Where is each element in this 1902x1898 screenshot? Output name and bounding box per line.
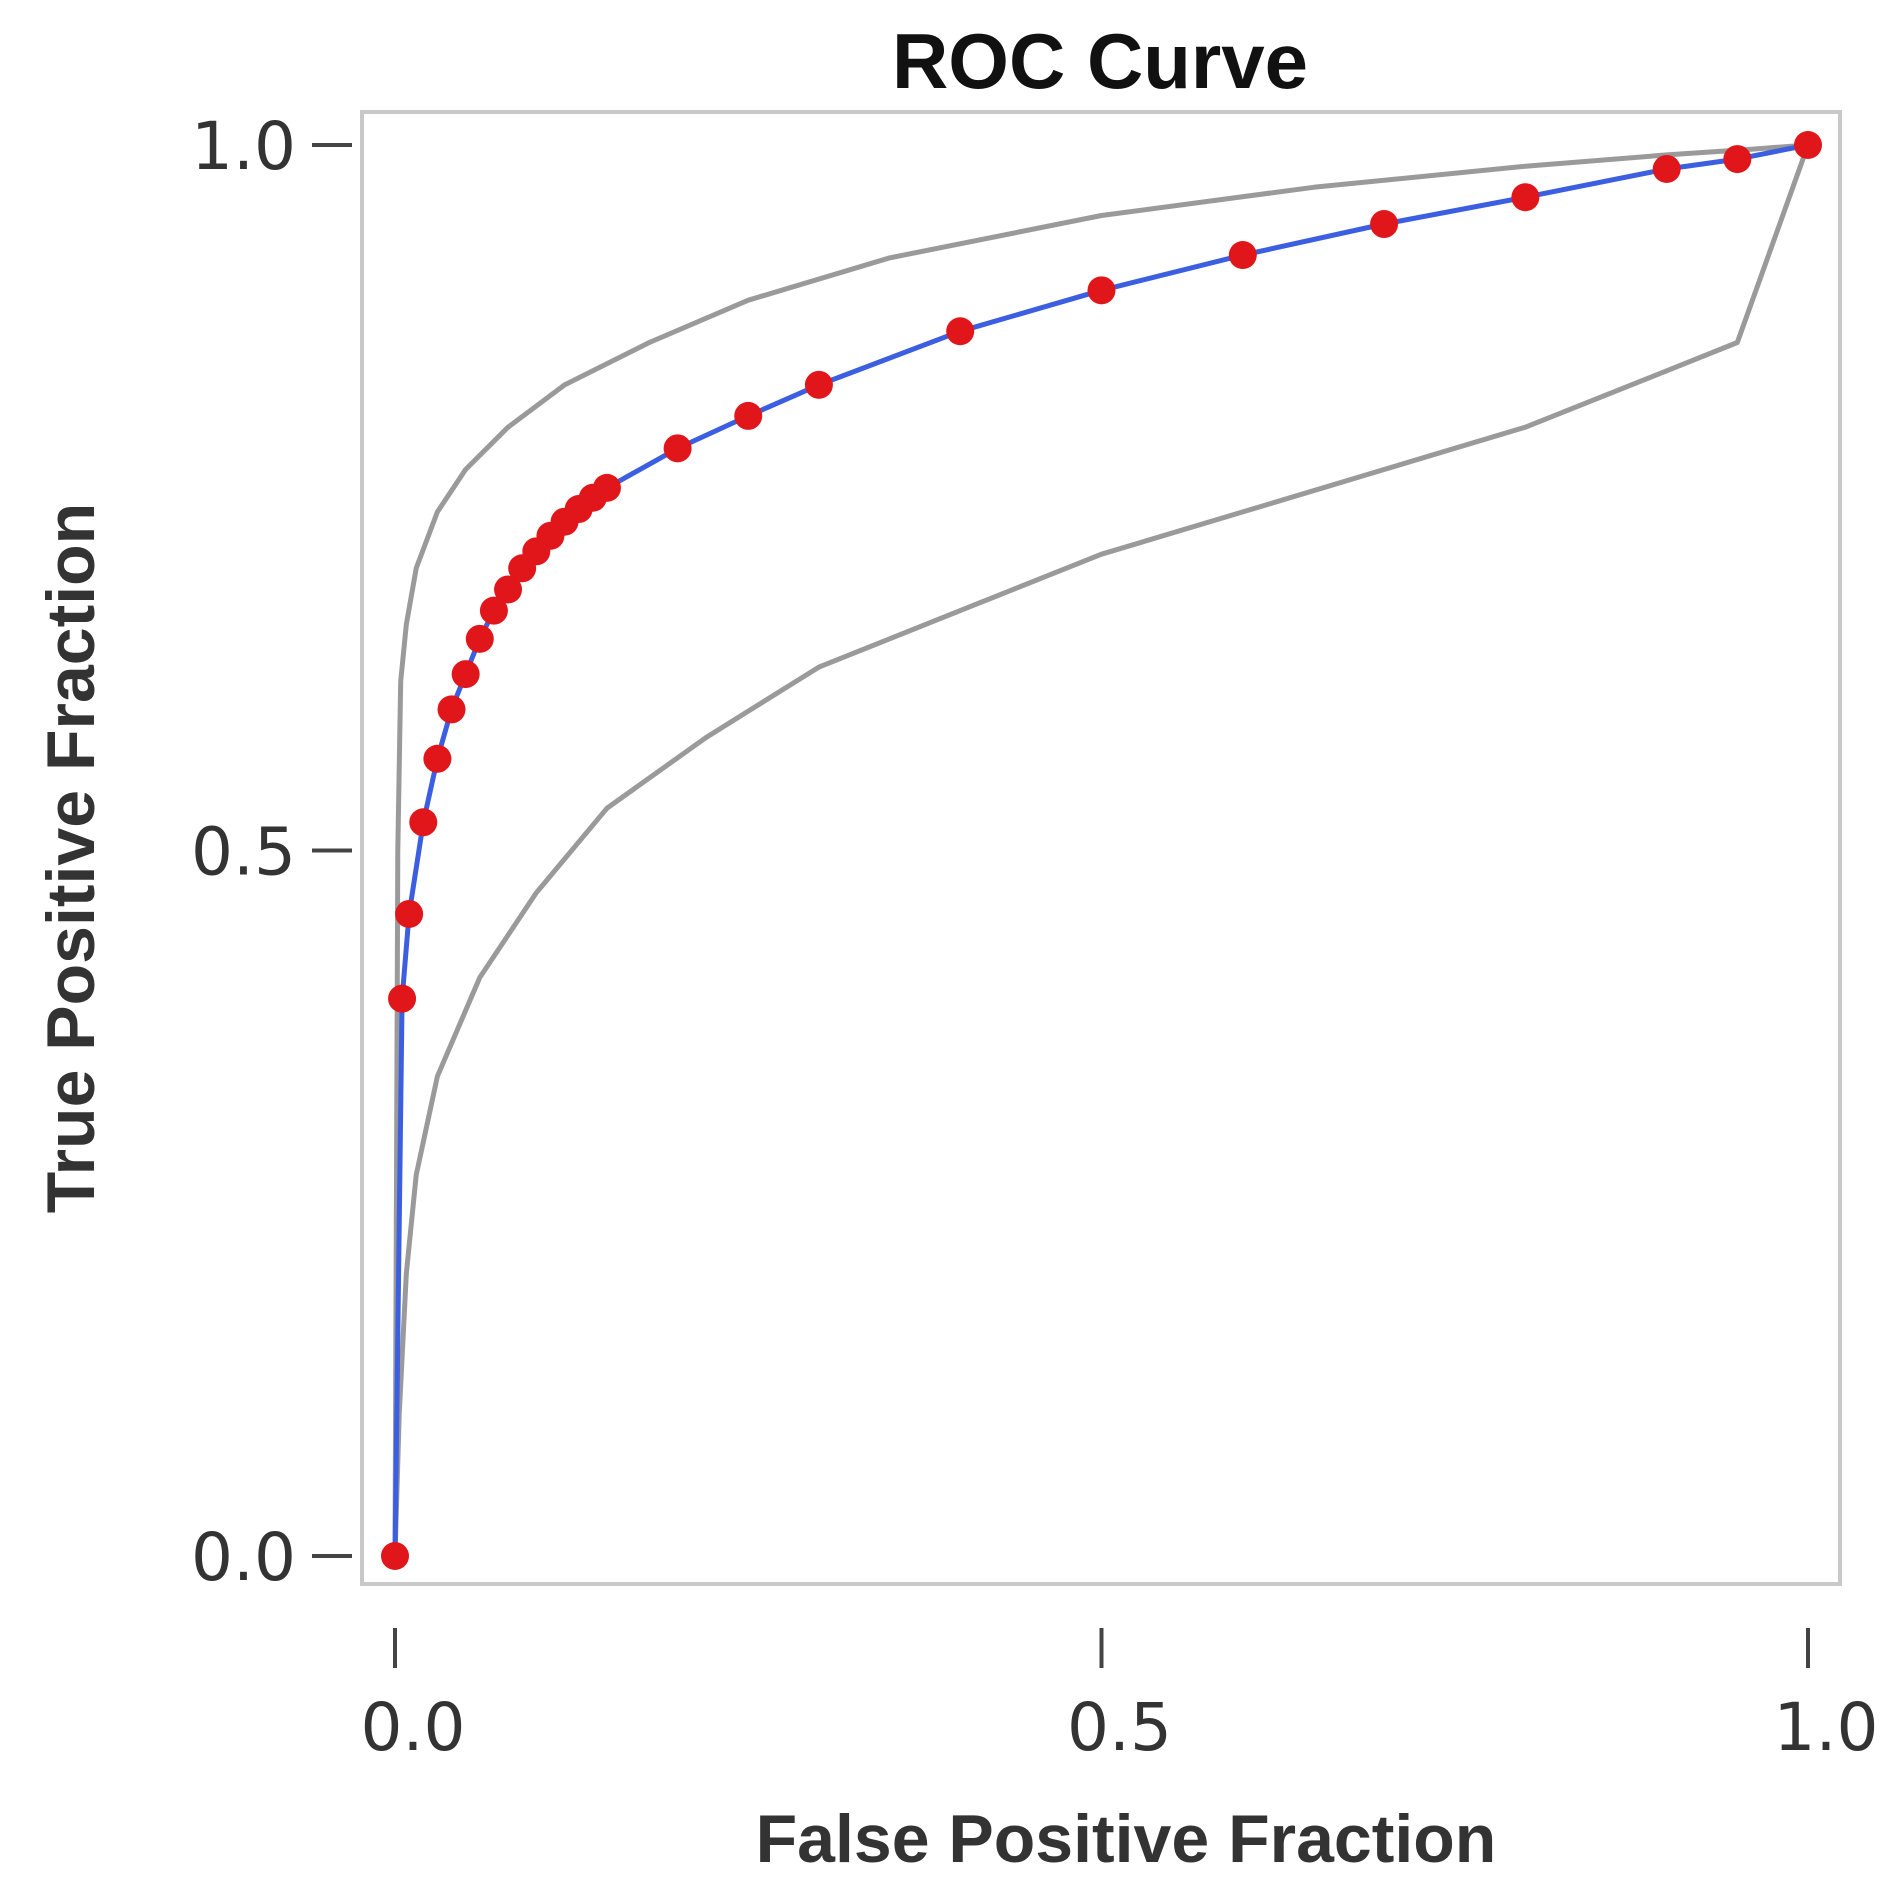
x-tick-label: 0.5 <box>1067 1689 1172 1766</box>
roc-point <box>395 899 424 928</box>
roc-point <box>381 1542 409 1570</box>
roc-point <box>804 370 833 399</box>
y-tick-label: 1.0 <box>191 108 296 185</box>
roc-point <box>1511 183 1540 212</box>
y-tick-label: 0.5 <box>191 814 296 891</box>
y-axis: 0.0 0.5 1.0 <box>191 108 352 1596</box>
roc-point <box>1087 276 1116 305</box>
upper-band-line <box>392 142 1809 1557</box>
roc-point <box>1228 241 1257 270</box>
plot-frame <box>360 110 1842 1586</box>
roc-point <box>1652 154 1681 183</box>
roc-point <box>494 575 523 604</box>
roc-point <box>946 317 975 346</box>
roc-point <box>423 744 452 773</box>
y-axis-label: True Positive Fraction <box>33 503 109 1213</box>
roc-point <box>734 401 763 430</box>
x-axis: 0.0 0.5 1.0 <box>361 1628 1879 1766</box>
roc-point <box>1370 210 1399 239</box>
x-tick-label: 0.0 <box>361 1689 466 1766</box>
roc-point <box>663 434 692 463</box>
roc-point <box>409 808 438 837</box>
y-tick-label: 0.0 <box>191 1519 296 1596</box>
chart-title: ROC Curve <box>892 17 1308 105</box>
confidence-bands <box>392 142 1811 1557</box>
roc-points-group <box>381 131 1822 1570</box>
roc-point <box>592 473 621 502</box>
roc-point <box>1794 131 1822 159</box>
lower-band-line <box>392 144 1811 1557</box>
roc-point <box>465 624 494 653</box>
x-axis-label: False Positive Fraction <box>756 1801 1497 1877</box>
roc-point <box>1723 145 1752 174</box>
roc-point <box>451 660 480 689</box>
x-tick-label: 1.0 <box>1774 1689 1879 1766</box>
roc-point <box>388 984 417 1013</box>
roc-point <box>437 695 466 724</box>
roc-point <box>479 596 508 625</box>
